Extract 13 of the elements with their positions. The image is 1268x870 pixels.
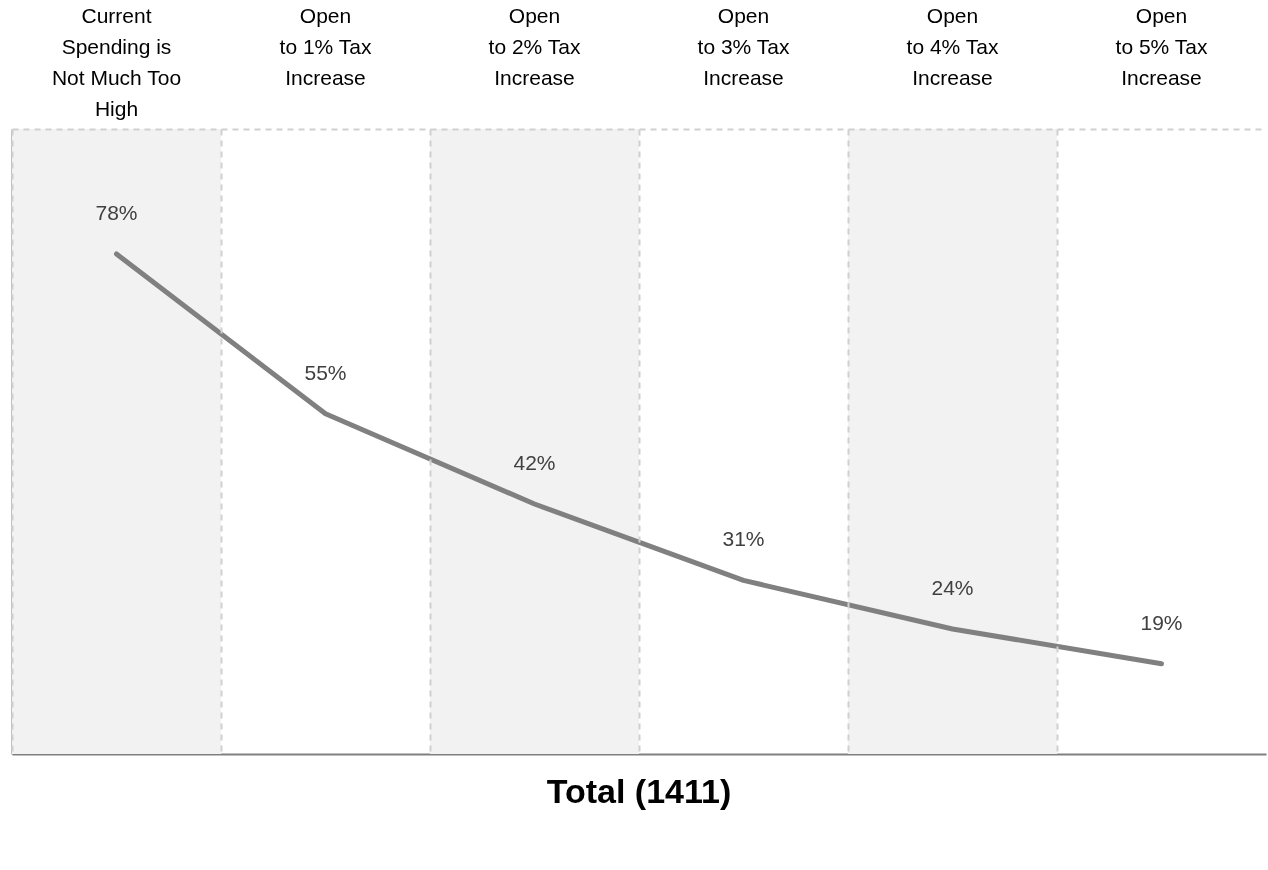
x-tick-label: Current Spending is Not Much Too High: [51, 3, 182, 120]
data-label: 42%: [513, 451, 556, 474]
x-tick-label: Open to 2% Tax Increase: [488, 3, 581, 89]
data-label: 55%: [304, 360, 347, 384]
data-label: 24%: [931, 576, 974, 599]
x-tick-label: Open to 5% Tax Increase: [1115, 3, 1208, 89]
data-label: 31%: [722, 527, 765, 551]
text: Total (1411): [546, 772, 732, 810]
x-tick-label: Open to 4% Tax Increase: [906, 3, 999, 89]
data-label: 19%: [1140, 610, 1183, 634]
x-tick-label: Open to 3% Tax Increase: [697, 3, 790, 89]
data-label: 78%: [95, 201, 138, 224]
x-tick-label: Open to 1% Tax Increase: [279, 3, 372, 89]
